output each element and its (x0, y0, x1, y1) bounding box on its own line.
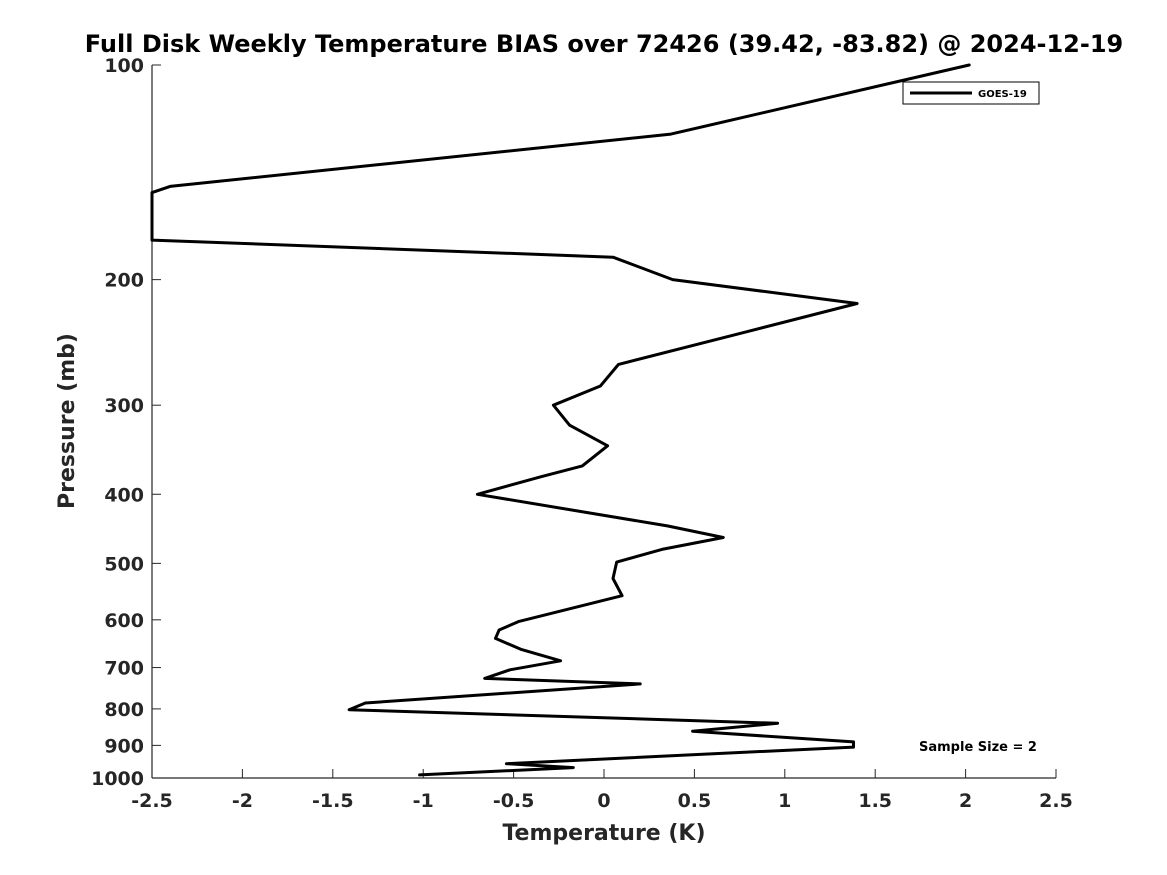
x-tick-label: -2.5 (131, 790, 173, 812)
sample-size-annotation: Sample Size = 2 (919, 740, 1037, 755)
x-tick-label: 1.5 (858, 790, 892, 812)
y-tick-label: 400 (104, 484, 144, 506)
x-tick-label: 1 (778, 790, 791, 812)
y-tick-label: 600 (104, 610, 144, 632)
legend: GOES-19 (902, 81, 1040, 105)
chart-title: Full Disk Weekly Temperature BIAS over 7… (85, 30, 1124, 58)
plot-area (152, 65, 1056, 778)
x-tick-label: 0 (597, 790, 610, 812)
y-tick-label: 200 (104, 270, 144, 292)
y-tick-label: 800 (104, 699, 144, 721)
y-axis-ticks: 100 200 300 400 500 600 700 800 900 1000 (91, 55, 161, 790)
y-axis-label: Pressure (mb) (55, 333, 80, 509)
x-tick-label: 2.5 (1039, 790, 1073, 812)
y-tick-label: 900 (104, 735, 144, 757)
series-line-goes-19 (150, 63, 971, 777)
x-tick-label: -2 (232, 790, 253, 812)
y-tick-label: 700 (104, 658, 144, 680)
x-axis-ticks: -2.5 -2 -1.5 -1 -0.5 0 0.5 1 1.5 2 2.5 (131, 769, 1073, 812)
y-tick-label: 500 (104, 553, 144, 575)
y-tick-label: 100 (104, 55, 144, 77)
series-layer (150, 63, 971, 777)
y-tick-label: 300 (104, 395, 144, 417)
x-axis-label: Temperature (K) (502, 821, 705, 846)
legend-label-goes-19: GOES-19 (978, 89, 1027, 100)
y-tick-label: 1000 (91, 768, 144, 790)
x-tick-label: -0.5 (493, 790, 535, 812)
x-tick-label: 2 (959, 790, 972, 812)
x-tick-label: -1.5 (312, 790, 354, 812)
x-tick-label: 0.5 (678, 790, 712, 812)
x-tick-label: -1 (413, 790, 434, 812)
